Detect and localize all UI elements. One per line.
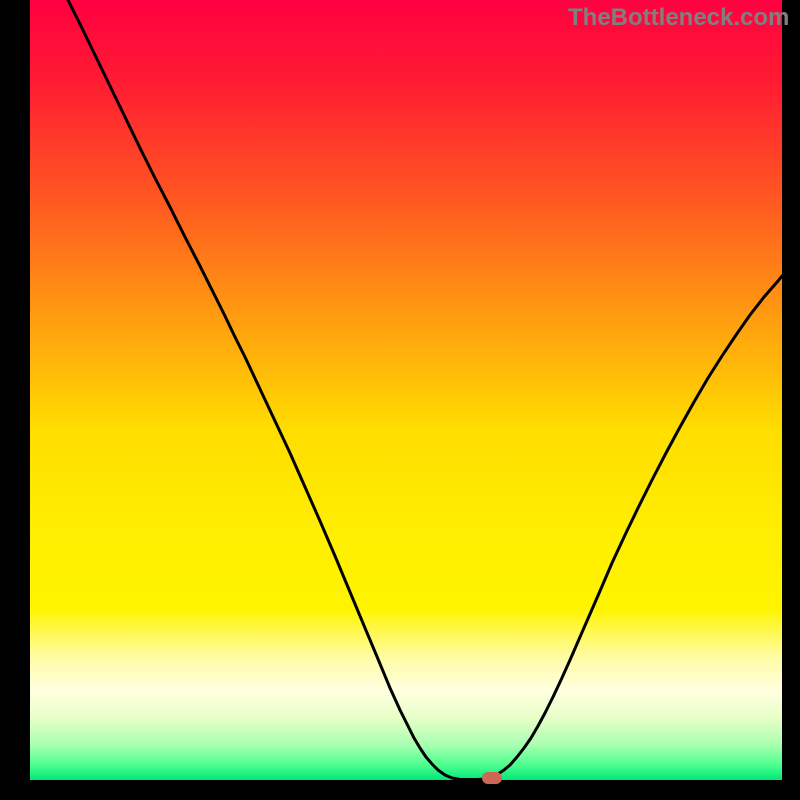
bottleneck-curve xyxy=(30,0,782,780)
plot-area xyxy=(30,0,782,780)
chart-frame: TheBottleneck.com xyxy=(0,0,800,800)
watermark-text: TheBottleneck.com xyxy=(568,4,789,32)
optimal-point-marker xyxy=(482,772,502,784)
